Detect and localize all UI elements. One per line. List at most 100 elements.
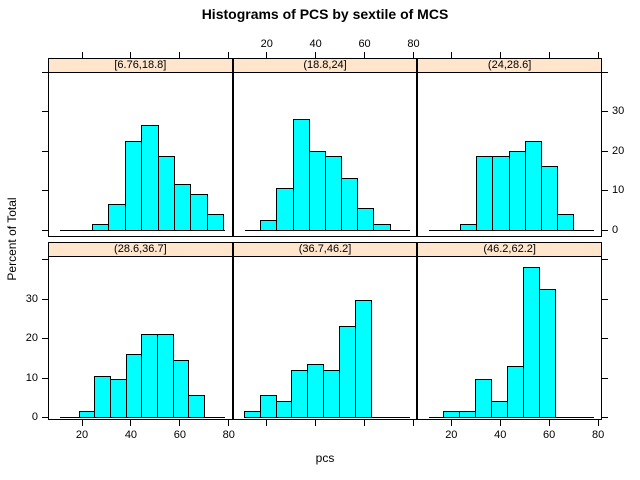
histogram-bar (276, 188, 294, 231)
x-tick-bottom (364, 420, 366, 426)
histogram-bar (476, 156, 493, 231)
histogram-bar (475, 379, 492, 418)
y-tick-left (42, 298, 48, 300)
x-tick-bottom (315, 420, 317, 426)
histogram-bar (207, 214, 224, 231)
histogram-bar (141, 125, 159, 231)
x-tick-label-top: 40 (309, 38, 322, 50)
y-tick-left (42, 71, 48, 73)
x-axis-label: pcs (315, 451, 335, 465)
y-tick-label-left: 0 (31, 411, 38, 423)
histogram-bar (341, 178, 358, 231)
y-tick-right (602, 259, 608, 260)
zero-baseline (59, 417, 225, 418)
histogram-bar (126, 354, 142, 418)
y-tick-right (602, 338, 608, 339)
y-tick-right (602, 150, 608, 152)
x-tick-label-bottom: 20 (445, 429, 458, 441)
zero-baseline (244, 417, 410, 418)
y-tick-left (42, 111, 48, 112)
y-tick-left (42, 150, 48, 152)
strip-label-(36.7,46.2]: (36.7,46.2] (232, 241, 418, 256)
y-tick-label-left: 20 (25, 332, 38, 344)
histogram-bar (108, 204, 126, 231)
y-tick-right (602, 229, 608, 231)
x-tick-top (364, 52, 366, 58)
x-tick-bottom (412, 420, 414, 426)
x-tick-bottom (499, 420, 501, 426)
histogram-bar (291, 370, 308, 418)
histogram-bar (173, 360, 189, 418)
x-tick-label-bottom: 60 (173, 429, 186, 441)
histogram-bar (260, 395, 277, 418)
x-tick-label-bottom: 20 (75, 429, 89, 441)
histogram-bar (188, 395, 205, 418)
histogram-bar (355, 300, 372, 418)
strip-label-[6.76,18.8]: [6.76,18.8] (48, 58, 233, 72)
zero-baseline (59, 229, 225, 231)
zero-baseline (429, 417, 595, 418)
y-tick-right (602, 377, 608, 379)
y-tick-label-right: 30 (612, 105, 625, 117)
x-tick-top (450, 52, 452, 58)
histogram-bar (125, 141, 142, 231)
y-tick-right (602, 71, 608, 73)
histogram-bar (141, 334, 158, 418)
histogram-bar (509, 151, 526, 231)
y-tick-right (602, 298, 608, 300)
plot-title: Histograms of PCS by sextile of MCS (201, 6, 449, 22)
x-tick-top (548, 52, 550, 58)
x-tick-bottom (548, 420, 550, 426)
histogram-bar (307, 364, 324, 418)
x-tick-bottom (228, 420, 230, 426)
histogram-bar (557, 214, 574, 231)
histogram-bar (373, 224, 391, 231)
x-tick-top (130, 52, 132, 58)
strip-label-(46.2,62.2]: (46.2,62.2] (417, 241, 602, 256)
y-tick-left (42, 190, 48, 191)
x-tick-bottom (81, 420, 83, 426)
histogram-bar (357, 208, 374, 231)
histogram-bar (293, 119, 310, 231)
strip-label-(28.6,36.7]: (28.6,36.7] (48, 241, 233, 256)
x-tick-label-top: 20 (260, 38, 273, 50)
histogram-bar (110, 379, 127, 418)
x-tick-top (315, 52, 317, 58)
histogram-bar (339, 326, 356, 418)
y-tick-label-left: 30 (25, 292, 38, 305)
x-tick-top (597, 52, 599, 58)
y-tick-right (602, 190, 608, 191)
x-tick-top (81, 52, 83, 58)
x-tick-bottom (130, 420, 132, 426)
y-tick-left (42, 417, 48, 418)
zero-baseline (429, 229, 595, 231)
x-tick-bottom (597, 420, 599, 426)
histogram-bar (309, 151, 326, 231)
y-tick-right (602, 417, 608, 418)
y-tick-label-right: 20 (612, 144, 625, 157)
zero-baseline (244, 229, 410, 231)
x-tick-bottom (450, 420, 452, 426)
y-tick-label-right: 10 (612, 184, 625, 196)
x-tick-label-bottom: 40 (124, 429, 138, 441)
x-tick-bottom (266, 420, 268, 426)
histogram-bar (157, 334, 174, 418)
histogram-bar (174, 184, 191, 231)
x-tick-top (412, 52, 414, 58)
y-axis-label: Percent of Total (5, 197, 19, 281)
histogram-bar (492, 156, 510, 231)
histogram-bar (525, 141, 542, 231)
histogram-bar (523, 267, 540, 418)
histogram-bar (190, 194, 208, 231)
y-tick-left (42, 259, 48, 260)
x-tick-top (228, 52, 230, 58)
y-tick-left (42, 377, 48, 379)
x-tick-label-bottom: 80 (591, 429, 605, 441)
y-tick-label-left: 10 (25, 371, 38, 384)
histogram-bar (94, 376, 111, 418)
x-tick-top (499, 52, 501, 58)
x-tick-top (179, 52, 181, 58)
strip-label-(18.8,24]: (18.8,24] (232, 58, 418, 72)
x-tick-bottom (179, 420, 181, 426)
